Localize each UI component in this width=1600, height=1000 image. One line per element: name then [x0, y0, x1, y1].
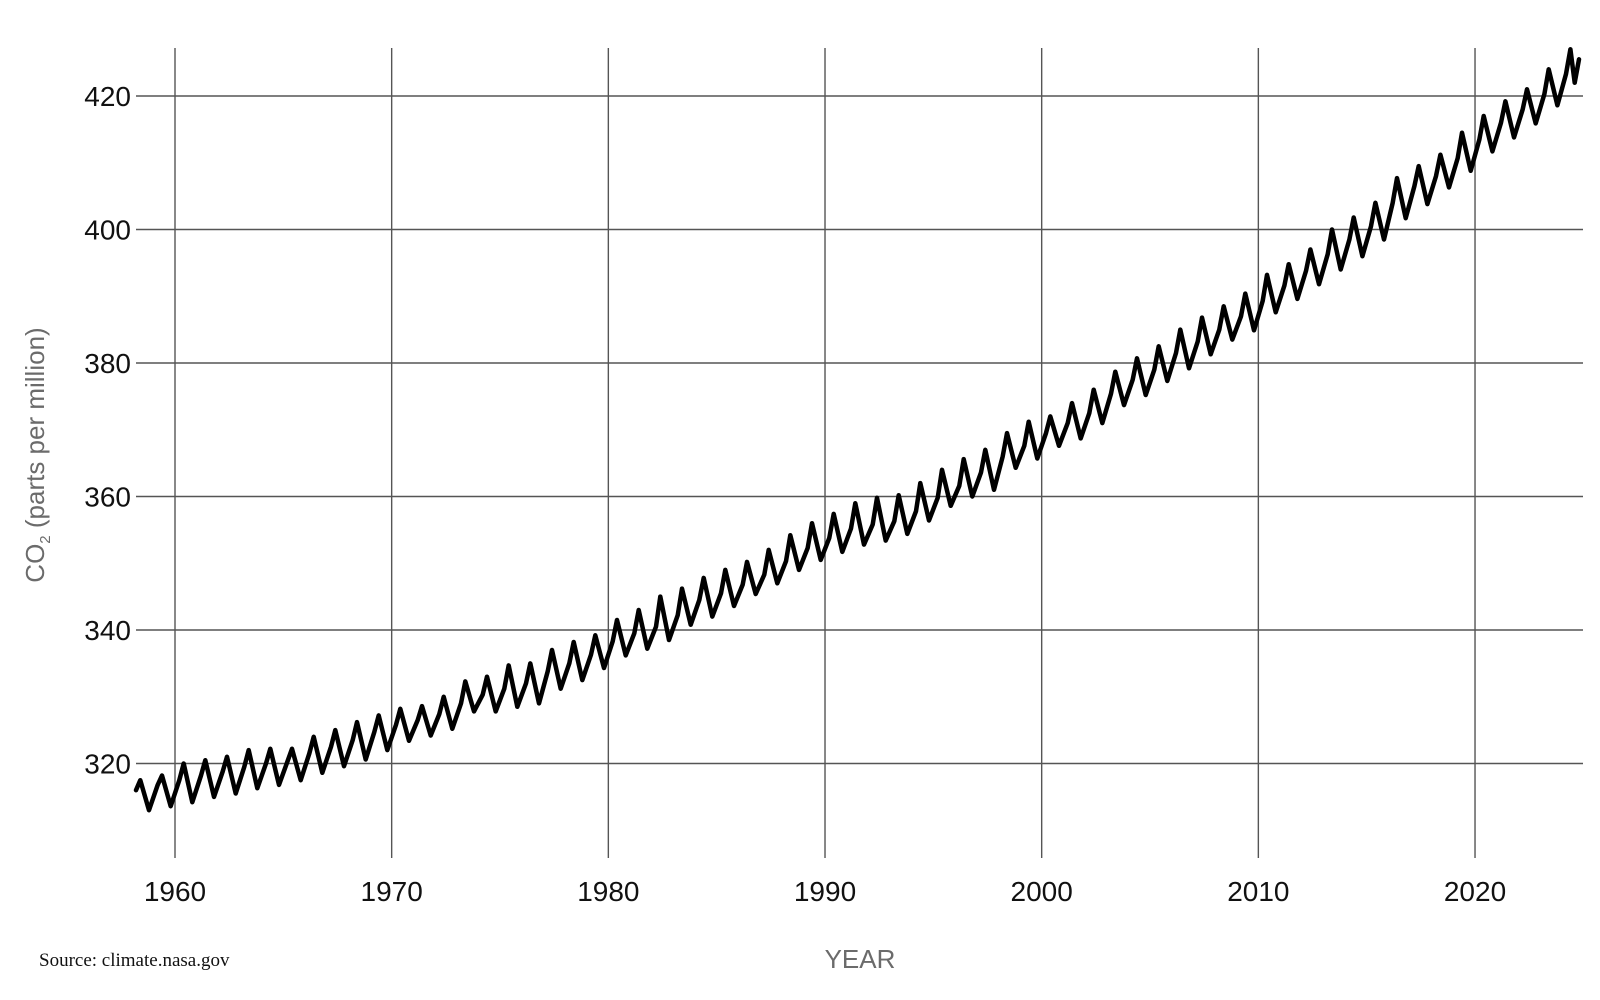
y-axis-title-main: CO — [20, 544, 50, 583]
gridlines — [136, 48, 1583, 858]
x-axis-tick-labels: 1960 1970 1980 1990 2000 2010 2020 — [144, 876, 1506, 907]
y-tick-label-320: 320 — [84, 749, 131, 780]
x-tick-label-2020: 2020 — [1444, 876, 1506, 907]
y-axis-title: CO2 (parts per million) — [20, 327, 54, 582]
x-tick-label-2000: 2000 — [1011, 876, 1073, 907]
y-tick-label-400: 400 — [84, 215, 131, 246]
y-tick-label-380: 380 — [84, 348, 131, 379]
y-axis-title-suffix: (parts per million) — [20, 327, 50, 535]
x-axis-title: YEAR — [825, 944, 896, 974]
x-tick-label-1970: 1970 — [361, 876, 423, 907]
y-axis-tick-labels: 320 340 360 380 400 420 — [84, 81, 131, 780]
source-note: Source: climate.nasa.gov — [39, 950, 230, 971]
x-tick-label-2010: 2010 — [1227, 876, 1289, 907]
co2-series-line — [133, 47, 1582, 813]
y-tick-label-340: 340 — [84, 615, 131, 646]
y-tick-label-360: 360 — [84, 482, 131, 513]
y-axis-title-subscript: 2 — [37, 535, 54, 543]
x-tick-label-1990: 1990 — [794, 876, 856, 907]
x-tick-label-1960: 1960 — [144, 876, 206, 907]
y-tick-label-420: 420 — [84, 81, 131, 112]
x-tick-label-1980: 1980 — [577, 876, 639, 907]
